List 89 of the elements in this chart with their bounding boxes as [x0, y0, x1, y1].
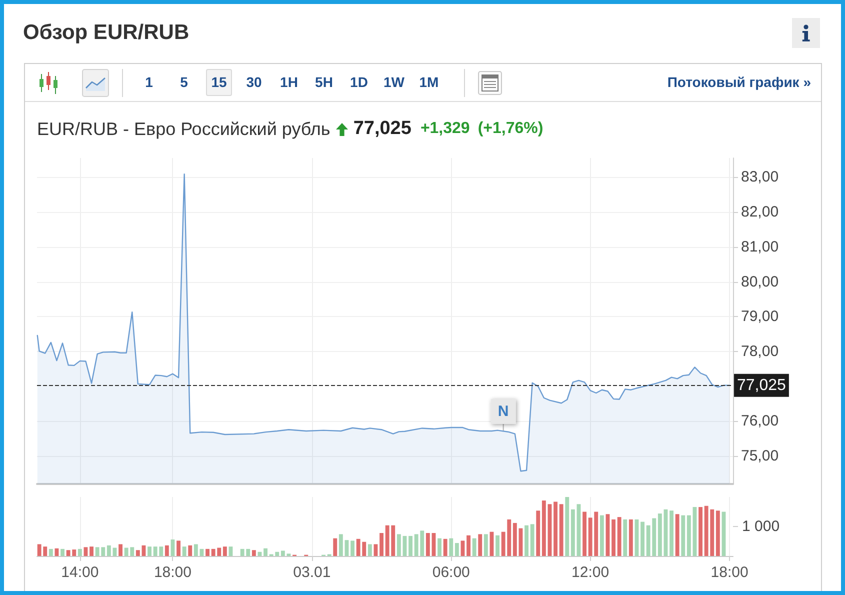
- bar: [484, 534, 488, 556]
- bar: [524, 525, 528, 556]
- bar: [228, 546, 233, 556]
- bar: [374, 544, 378, 556]
- bar: [454, 543, 459, 556]
- bar: [78, 548, 82, 556]
- bar: [670, 510, 674, 556]
- y-tick-label: 82,00: [741, 204, 779, 221]
- bar: [623, 519, 628, 556]
- bar: [449, 538, 454, 556]
- bar: [600, 515, 604, 556]
- bar: [606, 514, 610, 556]
- bar: [565, 497, 570, 556]
- bar: [380, 532, 384, 556]
- bar: [182, 546, 186, 556]
- text: 1W: [382, 73, 406, 92]
- text: Потоковый график »: [667, 73, 811, 92]
- bar: [54, 548, 59, 556]
- bar: [176, 540, 180, 556]
- bar: [472, 538, 476, 556]
- bar: [460, 540, 465, 556]
- bar: [559, 504, 564, 556]
- bar: [698, 507, 702, 556]
- y-tick-label: 76,00: [741, 412, 779, 430]
- bar: [443, 538, 448, 556]
- x-tick-label: 18:00: [710, 564, 748, 581]
- text: 5H: [314, 73, 334, 92]
- x-tick-label: 12:00: [572, 564, 610, 581]
- bar: [681, 515, 686, 556]
- text: 30: [245, 73, 263, 92]
- ref-line-label: 77,025: [737, 376, 786, 394]
- bar: [164, 545, 169, 556]
- x-tick-label: 14:00: [61, 564, 99, 581]
- bar: [617, 517, 622, 556]
- bar: [675, 514, 680, 556]
- bar: [60, 548, 64, 556]
- y-tick-label: 75,00: [741, 448, 779, 465]
- y-tick-label: 78,00: [741, 343, 779, 360]
- text: 15: [206, 69, 232, 96]
- bar: [530, 524, 534, 556]
- bar: [722, 512, 726, 556]
- text: 1: [144, 73, 154, 92]
- bar: [252, 550, 256, 556]
- text: 77,025: [353, 118, 412, 140]
- y-tick-label: 81,00: [741, 238, 779, 256]
- chart-title: Обзор EUR/RUB: [23, 20, 190, 46]
- bar: [206, 548, 210, 556]
- text: 1 000: [742, 518, 780, 535]
- bar: [258, 552, 262, 556]
- bar: [640, 522, 644, 556]
- bar: [350, 540, 354, 556]
- text: 1D: [349, 73, 369, 92]
- bar: [48, 548, 53, 556]
- x-tick-label: 03.01: [293, 564, 331, 581]
- bar: [496, 535, 500, 556]
- bar: [90, 546, 94, 556]
- y-tick-label: 80,00: [741, 273, 779, 290]
- bar: [148, 546, 152, 556]
- annotation: N: [498, 403, 509, 420]
- bar: [368, 544, 372, 556]
- bar: [466, 535, 470, 556]
- bar: [634, 519, 639, 556]
- x-tick-label: 18:00: [154, 564, 192, 581]
- text: 1H: [279, 73, 299, 92]
- bar: [333, 538, 338, 556]
- bar: [490, 532, 494, 556]
- bar: [84, 547, 88, 556]
- bar: [478, 534, 482, 556]
- bar: [408, 536, 412, 556]
- bar: [612, 519, 616, 556]
- chart-subtitle: EUR/RUB - Евро Российский рубль: [37, 118, 330, 140]
- text: 5: [179, 73, 189, 92]
- bar: [170, 539, 175, 556]
- text: 1M: [418, 73, 440, 92]
- bar: [628, 519, 633, 556]
- x-tick-label: 06:00: [432, 564, 470, 581]
- bar: [222, 546, 227, 556]
- bar: [536, 510, 540, 556]
- y-tick-label: 79,00: [741, 308, 779, 326]
- text: (+1,76%): [478, 120, 544, 138]
- bar: [264, 548, 268, 556]
- bar: [438, 538, 442, 556]
- bar: [554, 502, 558, 556]
- bar: [716, 510, 720, 556]
- bar: [118, 544, 122, 556]
- y-tick-label: 83,00: [741, 168, 779, 186]
- text: +1,329: [420, 120, 470, 138]
- bar: [582, 512, 586, 556]
- bar: [188, 545, 192, 556]
